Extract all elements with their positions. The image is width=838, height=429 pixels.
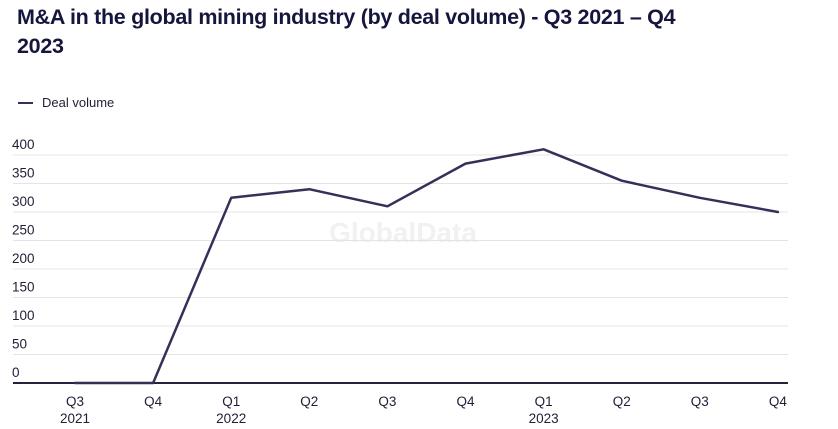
y-axis-tick-label-350: 350 [12, 166, 35, 181]
legend: Deal volume [18, 95, 114, 110]
x-axis-tick-label-9: Q4 [769, 394, 788, 409]
y-axis-tick-label-150: 150 [12, 280, 35, 295]
x-axis-tick-label-5: Q4 [456, 394, 475, 409]
legend-label: Deal volume [42, 95, 115, 110]
y-axis-tick-label-250: 250 [12, 223, 35, 238]
legend-line-swatch [18, 101, 33, 104]
x-axis-tick-label-8: Q3 [691, 394, 709, 409]
x-axis-tick-label-7: Q2 [613, 394, 631, 409]
chart-title: M&A in the global mining industry (by de… [17, 3, 807, 61]
watermark: GlobalData [329, 217, 477, 248]
chart-title-line1: M&A in the global mining industry (by de… [17, 5, 676, 29]
y-axis-tick-label-400: 400 [12, 137, 35, 152]
x-axis-tick-label-4: Q3 [378, 394, 396, 409]
y-axis-tick-label-0: 0 [12, 365, 20, 380]
x-axis-tick-label-1: Q4 [144, 394, 163, 409]
x-axis-year-label-0: 2021 [60, 411, 90, 426]
y-axis-tick-label-100: 100 [12, 308, 35, 323]
chart-title-line2: 2023 [17, 34, 64, 58]
x-axis-year-label-6: 2023 [529, 411, 559, 426]
y-axis-tick-label-200: 200 [12, 251, 35, 266]
x-axis-tick-label-0: Q3 [66, 394, 84, 409]
x-axis-year-label-2: 2022 [216, 411, 246, 426]
deal-volume-line [73, 148, 780, 385]
x-axis-tick-label-6: Q1 [535, 394, 553, 409]
y-axis-tick-label-50: 50 [12, 337, 27, 352]
x-axis-tick-label-2: Q1 [222, 394, 240, 409]
y-axis-tick-label-300: 300 [12, 194, 35, 209]
x-axis-tick-label-3: Q2 [300, 394, 318, 409]
